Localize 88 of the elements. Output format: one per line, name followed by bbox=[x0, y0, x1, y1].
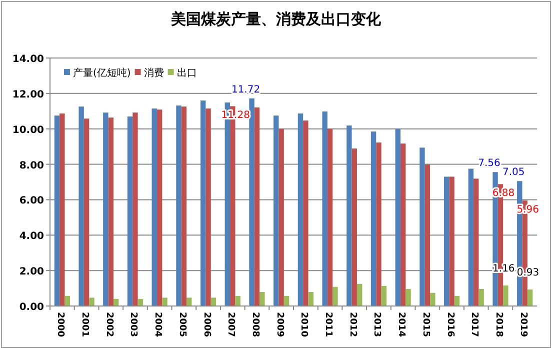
x-tick-label: 2016 bbox=[444, 312, 455, 338]
bar bbox=[420, 148, 425, 306]
bar bbox=[210, 298, 216, 306]
x-tick-label: 2009 bbox=[274, 312, 284, 338]
bar bbox=[332, 286, 338, 306]
x-tick-label: 2013 bbox=[372, 312, 382, 338]
bar bbox=[254, 107, 260, 306]
bar bbox=[444, 176, 450, 306]
bar bbox=[406, 288, 411, 306]
y-tick-label: 0.00 bbox=[19, 302, 44, 313]
bar bbox=[356, 284, 362, 306]
x-tick-label: 2010 bbox=[298, 312, 309, 338]
x-tick-label: 2001 bbox=[80, 312, 90, 338]
y-tick-label: 6.00 bbox=[19, 196, 44, 207]
data-label: 7.05 bbox=[502, 167, 525, 178]
data-label: 7.56 bbox=[478, 158, 500, 170]
bar bbox=[132, 112, 138, 306]
x-tick-label: 2014 bbox=[396, 312, 406, 338]
chart-title: 美国煤炭产量、消费及出口变化 bbox=[170, 10, 382, 28]
data-label: 11.72 bbox=[231, 84, 260, 96]
bar bbox=[78, 106, 84, 306]
data-label: 1.16 bbox=[492, 263, 515, 274]
bar bbox=[108, 118, 114, 306]
bar bbox=[186, 298, 192, 306]
bar bbox=[200, 100, 206, 306]
bar bbox=[370, 132, 376, 306]
x-tick-label: 2017 bbox=[469, 312, 480, 338]
bar bbox=[84, 118, 90, 306]
y-tick-label: 4.00 bbox=[19, 231, 44, 242]
bar bbox=[274, 116, 279, 306]
bar bbox=[54, 116, 60, 306]
y-tick-label: 10.00 bbox=[12, 124, 44, 136]
bar bbox=[103, 112, 108, 306]
legend-label: 产量(亿短吨) bbox=[73, 67, 131, 79]
bar bbox=[260, 292, 265, 306]
x-tick-label: 2011 bbox=[323, 312, 334, 338]
bar bbox=[449, 176, 454, 306]
bar bbox=[60, 113, 65, 306]
bar bbox=[249, 98, 254, 306]
bar bbox=[468, 168, 474, 306]
bar bbox=[503, 285, 508, 306]
bar bbox=[176, 105, 182, 306]
bar bbox=[152, 108, 157, 306]
bar bbox=[474, 178, 479, 306]
x-tick-label: 2018 bbox=[493, 312, 504, 338]
x-tick-label: 2012 bbox=[347, 312, 358, 338]
bar bbox=[235, 296, 240, 306]
bar bbox=[308, 292, 314, 306]
bar bbox=[162, 298, 168, 306]
bar bbox=[327, 128, 333, 306]
bar bbox=[395, 128, 400, 306]
bar bbox=[527, 290, 533, 306]
y-tick-label: 2.00 bbox=[19, 266, 44, 278]
bar bbox=[376, 142, 382, 306]
bar bbox=[303, 120, 308, 306]
x-tick-label: 2008 bbox=[250, 312, 260, 338]
bar bbox=[278, 128, 284, 306]
legend-label: 出口 bbox=[176, 67, 197, 79]
x-tick-label: 2002 bbox=[104, 312, 114, 338]
x-tick-label: 2015 bbox=[420, 312, 430, 338]
bar bbox=[181, 106, 187, 306]
x-tick-label: 2003 bbox=[128, 312, 138, 338]
bar bbox=[454, 296, 460, 306]
bar bbox=[298, 113, 304, 306]
bar bbox=[381, 286, 387, 306]
bar bbox=[64, 296, 70, 306]
y-tick-label: 12.00 bbox=[12, 89, 44, 100]
bar bbox=[322, 111, 328, 306]
y-tick-label: 8.00 bbox=[19, 160, 44, 172]
x-tick-label: 2006 bbox=[201, 312, 212, 338]
bar bbox=[430, 292, 436, 306]
x-tick-label: 2007 bbox=[226, 312, 236, 338]
bar bbox=[127, 116, 133, 306]
bar bbox=[284, 296, 290, 306]
bar bbox=[89, 298, 94, 306]
bar bbox=[478, 288, 484, 306]
x-tick-label: 2005 bbox=[176, 312, 187, 338]
x-tick-label: 2019 bbox=[518, 312, 528, 338]
bar bbox=[424, 164, 430, 306]
bar bbox=[206, 108, 211, 306]
legend-label: 消费 bbox=[144, 67, 164, 79]
x-tick-label: 2004 bbox=[152, 312, 163, 338]
bar bbox=[346, 125, 352, 306]
bar bbox=[352, 148, 357, 306]
x-tick-label: 2000 bbox=[55, 312, 66, 338]
y-tick-label: 14.00 bbox=[12, 54, 44, 65]
bar bbox=[156, 110, 162, 306]
bar bbox=[400, 144, 406, 306]
